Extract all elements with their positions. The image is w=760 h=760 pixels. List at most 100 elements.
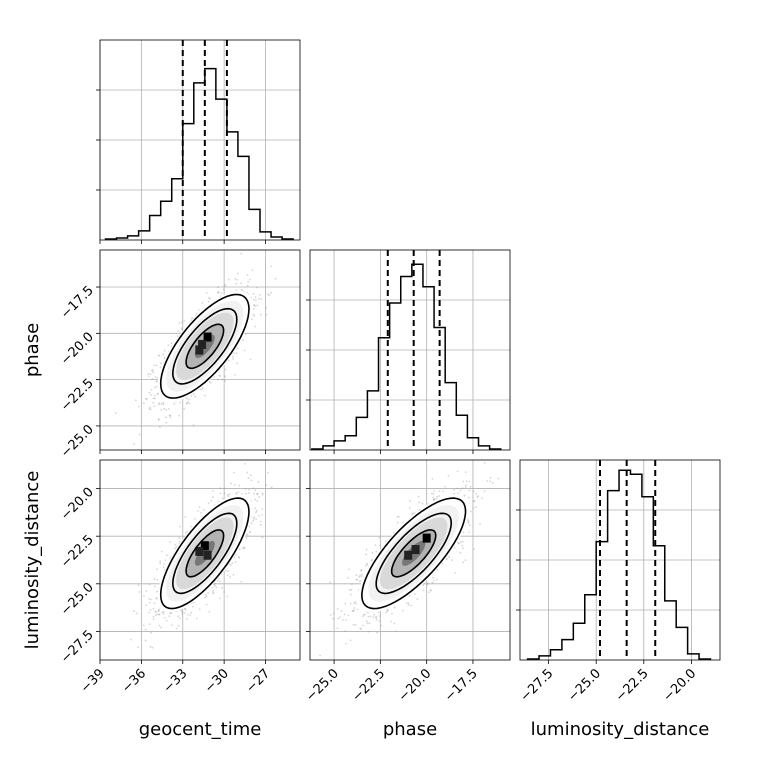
scatter-point	[217, 287, 219, 289]
scatter-point	[409, 500, 411, 502]
hist-bin-geocent-time-4	[150, 216, 161, 240]
hist-bin-geocent-time-13	[249, 209, 260, 240]
scatter-point	[209, 611, 211, 613]
scatter-point	[156, 598, 158, 600]
scatter-point	[253, 299, 255, 301]
hist-bin-phase-7	[390, 303, 401, 450]
scatter-point	[453, 489, 455, 491]
scatter-point	[260, 314, 262, 316]
scatter-point	[253, 293, 255, 295]
scatter-point	[489, 481, 491, 483]
scatter-point	[148, 392, 150, 394]
scatter-point	[175, 544, 177, 546]
scatter-point	[153, 608, 155, 610]
scatter-point	[240, 581, 242, 583]
scatter-point	[433, 493, 435, 495]
scatter-point	[171, 624, 173, 626]
scatter-point	[225, 284, 227, 286]
joint-content-phase-vs-luminosity-distance	[319, 462, 499, 656]
scatter-point	[255, 518, 257, 520]
scatter-point	[151, 389, 153, 391]
scatter-point	[179, 618, 181, 620]
scatter-point	[204, 597, 206, 599]
scatter-point	[147, 373, 149, 375]
scatter-point	[179, 402, 181, 404]
scatter-point	[191, 317, 193, 319]
scatter-point	[348, 615, 350, 617]
hist-bin-luminosity-distance-4	[573, 623, 584, 660]
scatter-point	[252, 269, 254, 271]
scatter-point	[228, 495, 230, 497]
scatter-point	[158, 419, 160, 421]
hist-bin-geocent-time-6	[172, 179, 183, 240]
scatter-point	[190, 612, 192, 614]
scatter-point	[178, 537, 180, 539]
scatter-point	[237, 348, 239, 350]
hist-bin-phase-13	[456, 415, 467, 450]
scatter-point	[368, 631, 370, 633]
scatter-point	[246, 537, 248, 539]
hist-bin-luminosity-distance-3	[562, 640, 573, 660]
scatter-point	[154, 586, 156, 588]
scatter-point	[202, 387, 204, 389]
scatter-point	[165, 409, 167, 411]
scatter-point	[462, 541, 464, 543]
peak-cell-geocent-time-vs-luminosity-distance-2	[204, 551, 212, 560]
scatter-point	[163, 563, 165, 565]
scatter-point	[145, 640, 147, 642]
scatter-point	[190, 526, 192, 528]
scatter-point	[159, 613, 161, 615]
scatter-point	[151, 647, 153, 649]
scatter-point	[468, 490, 470, 492]
scatter-point	[169, 541, 171, 543]
scatter-point	[271, 486, 273, 488]
scatter-point	[194, 518, 196, 520]
scatter-point	[254, 507, 256, 509]
scatter-point	[261, 514, 263, 516]
scatter-point	[177, 615, 179, 617]
scatter-point	[156, 365, 158, 367]
scatter-point	[238, 557, 240, 559]
scatter-point	[370, 616, 372, 618]
scatter-point	[163, 403, 165, 405]
scatter-point	[417, 598, 419, 600]
scatter-point	[220, 292, 222, 294]
scatter-point	[219, 598, 221, 600]
scatter-point	[261, 508, 263, 510]
scatter-point	[223, 591, 225, 593]
scatter-point	[265, 484, 267, 486]
scatter-point	[369, 622, 371, 624]
scatter-point	[165, 422, 167, 424]
hist-bin-geocent-time-12	[238, 156, 249, 240]
scatter-point	[227, 596, 229, 598]
hist-bin-luminosity-distance-1	[539, 656, 550, 660]
scatter-point	[372, 552, 374, 554]
scatter-point	[236, 352, 238, 354]
scatter-point	[229, 576, 231, 578]
scatter-point	[498, 478, 500, 480]
scatter-point	[378, 612, 380, 614]
scatter-point	[221, 379, 223, 381]
scatter-point	[253, 488, 255, 490]
scatter-point	[267, 293, 269, 295]
scatter-point	[159, 560, 161, 562]
scatter-point	[409, 507, 411, 509]
scatter-point	[465, 486, 467, 488]
scatter-point	[223, 289, 225, 291]
scatter-point	[213, 592, 215, 594]
hist-panel-phase	[306, 250, 510, 454]
scatter-point	[365, 565, 367, 567]
scatter-point	[139, 591, 141, 593]
scatter-point	[362, 625, 364, 627]
hist-panel-geocent-time	[96, 40, 300, 244]
hist-bin-phase-15	[479, 446, 490, 450]
scatter-point	[137, 646, 139, 648]
scatter-point	[223, 493, 225, 495]
scatter-point	[252, 520, 254, 522]
scatter-point	[184, 516, 186, 518]
joint-content-geocent-time-vs-phase	[115, 253, 277, 452]
hist-bin-luminosity-distance-7	[608, 491, 619, 660]
scatter-point	[475, 493, 477, 495]
scatter-point	[270, 265, 272, 267]
